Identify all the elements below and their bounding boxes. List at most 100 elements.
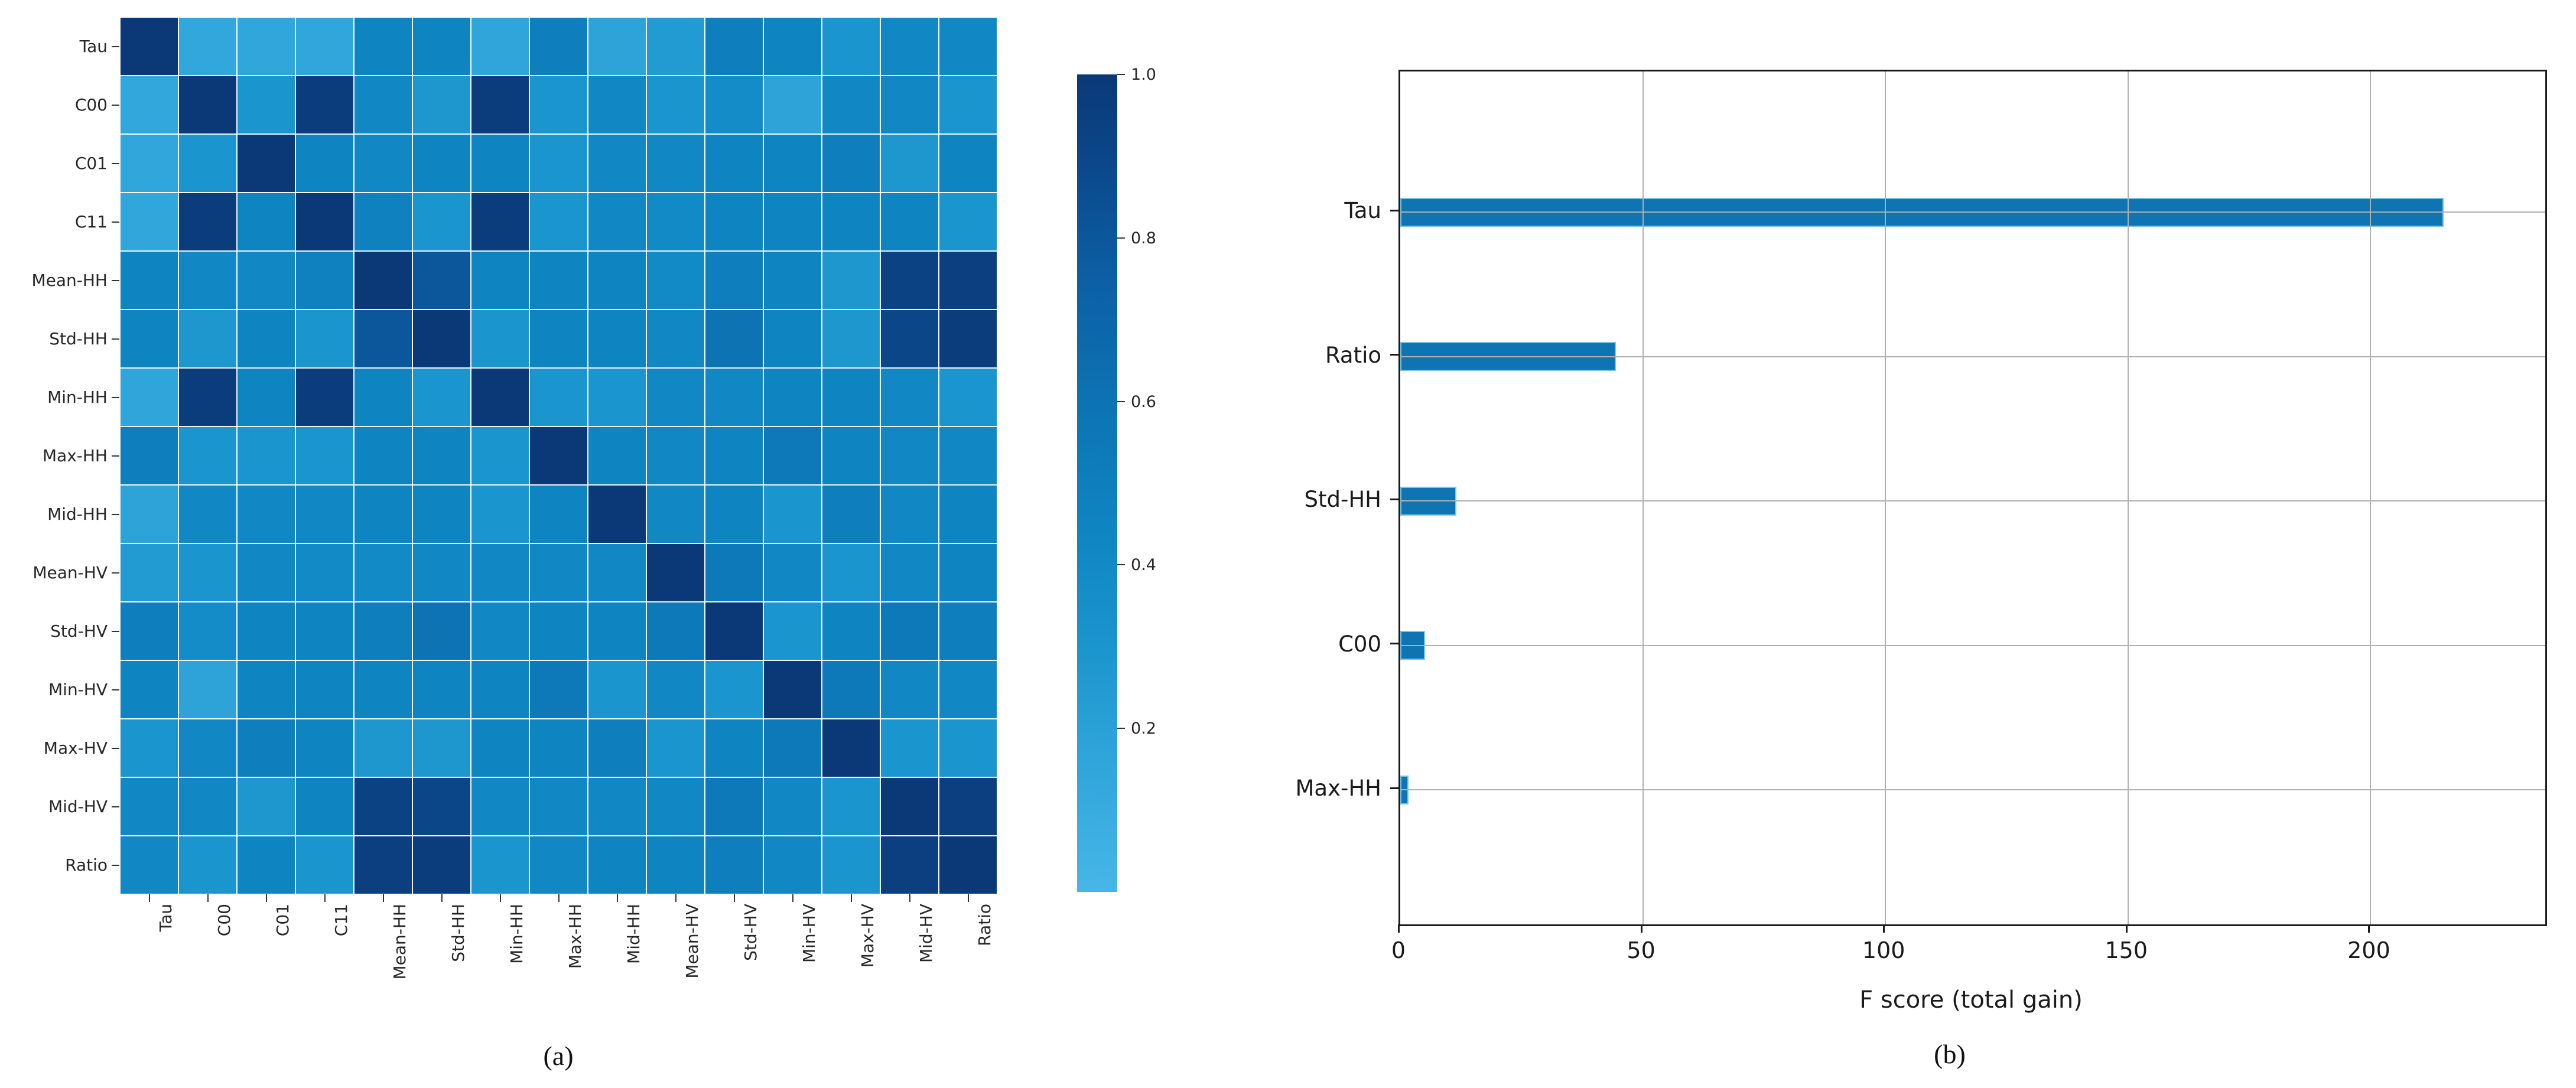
heatmap-cell — [939, 719, 997, 777]
heatmap-cell — [529, 17, 588, 76]
heatmap-cell — [705, 368, 763, 426]
heatmap-cell — [588, 719, 646, 777]
heatmap-cell — [646, 368, 705, 426]
heatmap-row-label: C11 — [74, 211, 108, 232]
heatmap-cell — [412, 368, 471, 426]
heatmap-cell — [295, 660, 354, 719]
heatmap-cell — [588, 777, 646, 836]
heatmap-cell — [529, 777, 588, 836]
heatmap-cell — [178, 485, 237, 543]
heatmap-cell — [880, 602, 939, 660]
heatmap-xtick — [324, 894, 326, 902]
bar-xtick — [1640, 924, 1642, 933]
heatmap-cell — [763, 602, 822, 660]
heatmap-cell — [763, 310, 822, 368]
heatmap-cell — [939, 251, 997, 310]
heatmap-col-label: Mid-HV — [916, 904, 936, 963]
heatmap-ytick — [112, 396, 119, 398]
heatmap-cell — [588, 17, 646, 76]
bar-category-tick — [1390, 498, 1398, 500]
heatmap-cell — [295, 76, 354, 134]
heatmap-cell — [822, 76, 880, 134]
heatmap-xtick — [148, 894, 150, 902]
heatmap-cell — [880, 660, 939, 719]
heatmap-cell — [412, 602, 471, 660]
heatmap-cell — [939, 836, 997, 894]
heatmap-col-label: Max-HV — [857, 904, 877, 968]
heatmap-cell — [646, 426, 705, 485]
heatmap-cell — [178, 426, 237, 485]
heatmap-row-label: Max-HH — [42, 445, 108, 465]
heatmap-cell — [295, 251, 354, 310]
heatmap-cell — [646, 134, 705, 193]
heatmap-cell — [529, 134, 588, 193]
heatmap-xtick — [850, 894, 852, 902]
heatmap-ytick — [112, 689, 119, 690]
heatmap-cell — [295, 17, 354, 76]
heatmap-cell — [120, 310, 178, 368]
heatmap-cell — [646, 836, 705, 894]
heatmap-cell — [880, 193, 939, 251]
heatmap-cell — [237, 17, 295, 76]
heatmap-cell — [646, 251, 705, 310]
heatmap-cell — [646, 17, 705, 76]
heatmap-col-label: Ratio — [974, 904, 994, 946]
heatmap-cell — [646, 76, 705, 134]
heatmap-cell — [237, 193, 295, 251]
heatmap-cell — [588, 134, 646, 193]
heatmap-cell — [939, 426, 997, 485]
heatmap-cell — [237, 251, 295, 310]
heatmap-row-label: Mean-HH — [31, 270, 108, 290]
horizontal-gridline — [1400, 644, 2545, 646]
heatmap-cell — [529, 368, 588, 426]
heatmap-xtick — [616, 894, 618, 902]
heatmap-cell — [412, 485, 471, 543]
colorbar-tick — [1117, 728, 1125, 729]
heatmap-cell — [705, 485, 763, 543]
heatmap-cell — [412, 134, 471, 193]
heatmap-cell — [120, 193, 178, 251]
heatmap-cell — [763, 485, 822, 543]
heatmap-cell — [588, 836, 646, 894]
heatmap-cell — [295, 777, 354, 836]
heatmap-cell — [529, 543, 588, 602]
heatmap-row-label: Min-HH — [47, 387, 108, 407]
heatmap-cell — [471, 368, 529, 426]
heatmap-cell — [412, 310, 471, 368]
heatmap-cell — [588, 368, 646, 426]
heatmap-cell — [822, 251, 880, 310]
heatmap-cell — [354, 17, 412, 76]
heatmap-ytick — [112, 513, 119, 515]
heatmap-cell — [237, 602, 295, 660]
heatmap-cell — [178, 543, 237, 602]
heatmap-col-label: Min-HH — [506, 904, 526, 964]
heatmap-cell — [178, 719, 237, 777]
heatmap-cell — [178, 368, 237, 426]
heatmap-cell — [705, 836, 763, 894]
heatmap-cell — [120, 251, 178, 310]
heatmap-cell — [705, 602, 763, 660]
heatmap-cell — [880, 76, 939, 134]
heatmap-cell — [822, 426, 880, 485]
heatmap-cell — [939, 660, 997, 719]
bar-xtick — [1883, 924, 1885, 933]
heatmap-cell — [880, 134, 939, 193]
heatmap-cell — [763, 777, 822, 836]
heatmap-cell — [646, 193, 705, 251]
heatmap-cell — [939, 602, 997, 660]
heatmap-ytick — [112, 221, 119, 223]
heatmap-cell — [880, 310, 939, 368]
heatmap-cell — [354, 76, 412, 134]
heatmap-cell — [354, 368, 412, 426]
heatmap-xtick — [382, 894, 384, 902]
heatmap-cell — [939, 193, 997, 251]
heatmap-row-label: Std-HH — [49, 328, 108, 348]
horizontal-gridline — [1400, 789, 2545, 790]
heatmap-cell — [763, 193, 822, 251]
heatmap-cell — [822, 193, 880, 251]
heatmap-cell — [822, 17, 880, 76]
heatmap-cell — [705, 660, 763, 719]
heatmap-cell — [354, 543, 412, 602]
bar-category-tick — [1390, 354, 1398, 356]
heatmap-cell — [295, 310, 354, 368]
